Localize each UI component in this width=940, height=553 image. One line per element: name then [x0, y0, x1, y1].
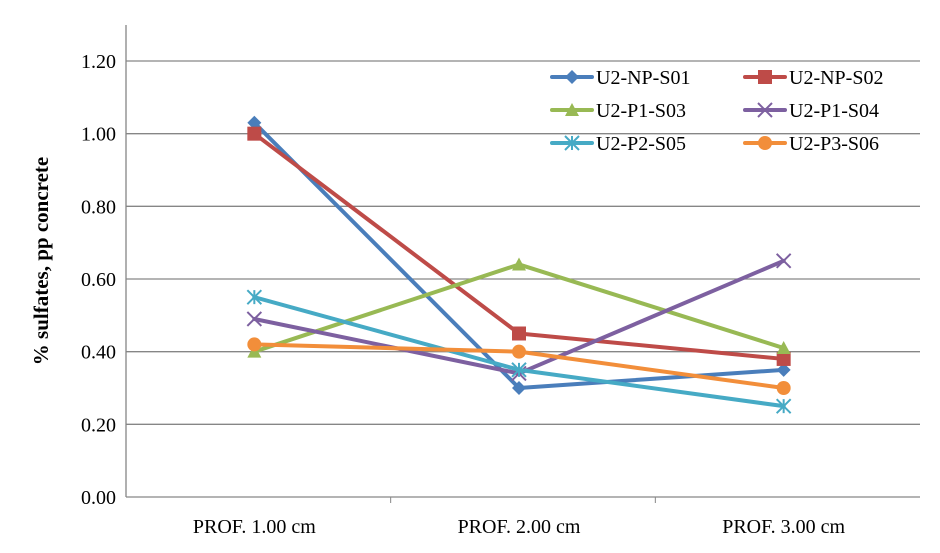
square-marker [758, 70, 772, 84]
x-tick-label: PROF. 1.00 cm [193, 516, 316, 538]
legend-label: U2-NP-S02 [789, 67, 883, 89]
legend-item: U2-P2-S05 [550, 133, 686, 155]
legend-item: U2-P3-S06 [743, 133, 879, 155]
y-axis-label: % sulfates, pp concrete [29, 157, 53, 365]
triangle-marker [776, 341, 791, 355]
circle-marker [247, 337, 262, 352]
legend-label: U2-P3-S06 [789, 133, 879, 155]
star-marker [511, 362, 527, 378]
diamond-marker [512, 381, 526, 395]
y-tick-label: 0.40 [81, 342, 116, 364]
square-marker [776, 351, 791, 366]
x-tick-label: PROF. 3.00 cm [722, 516, 845, 538]
square-marker [512, 326, 526, 341]
star-marker [246, 289, 263, 305]
y-tick-label: 0.00 [81, 487, 116, 509]
triangle-marker [512, 257, 526, 271]
series-u2-p2-s05 [246, 289, 792, 414]
legend-label: U2-P1-S04 [789, 100, 879, 122]
x-marker [246, 311, 263, 327]
circle-marker [776, 381, 791, 395]
legend-label: U2-P2-S05 [596, 133, 686, 155]
circle-marker [758, 136, 772, 150]
series-u2-p1-s03 [247, 257, 791, 358]
legend-label: U2-P1-S03 [596, 100, 686, 122]
y-tick-label: 0.20 [81, 414, 116, 436]
diamond-marker [247, 115, 262, 130]
legend-label: U2-NP-S01 [596, 67, 690, 89]
square-marker [247, 126, 262, 141]
star-marker [775, 398, 792, 414]
legend-item: U2-NP-S02 [743, 67, 883, 89]
y-tick-label: 0.80 [81, 196, 116, 218]
triangle-marker [565, 103, 579, 116]
series-u2-p3-s06 [247, 337, 791, 395]
y-tick-label: 1.00 [81, 124, 116, 146]
legend-item: U2-P1-S04 [743, 100, 879, 122]
x-marker [757, 102, 773, 118]
series-u2-np-s02 [247, 126, 791, 366]
star-marker [564, 135, 580, 151]
y-tick-label: 1.20 [81, 51, 116, 73]
x-marker [775, 253, 792, 269]
legend-item: U2-P1-S03 [550, 100, 686, 122]
diamond-marker [776, 362, 791, 377]
y-tick-label: 0.60 [81, 269, 116, 291]
legend-item: U2-NP-S01 [550, 67, 690, 89]
circle-marker [512, 344, 526, 359]
x-tick-label: PROF. 2.00 cm [458, 516, 581, 538]
diamond-marker [565, 70, 579, 84]
